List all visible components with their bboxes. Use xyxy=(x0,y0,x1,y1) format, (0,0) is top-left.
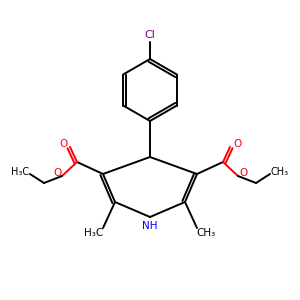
Text: O: O xyxy=(239,168,247,178)
Text: H₃C: H₃C xyxy=(11,167,29,177)
Text: H₃C: H₃C xyxy=(84,228,104,238)
Text: CH₃: CH₃ xyxy=(271,167,289,177)
Text: O: O xyxy=(53,168,61,178)
Text: Cl: Cl xyxy=(145,30,155,40)
Text: O: O xyxy=(59,139,67,149)
Text: CH₃: CH₃ xyxy=(196,228,216,238)
Text: NH: NH xyxy=(142,221,158,231)
Text: O: O xyxy=(233,139,241,149)
